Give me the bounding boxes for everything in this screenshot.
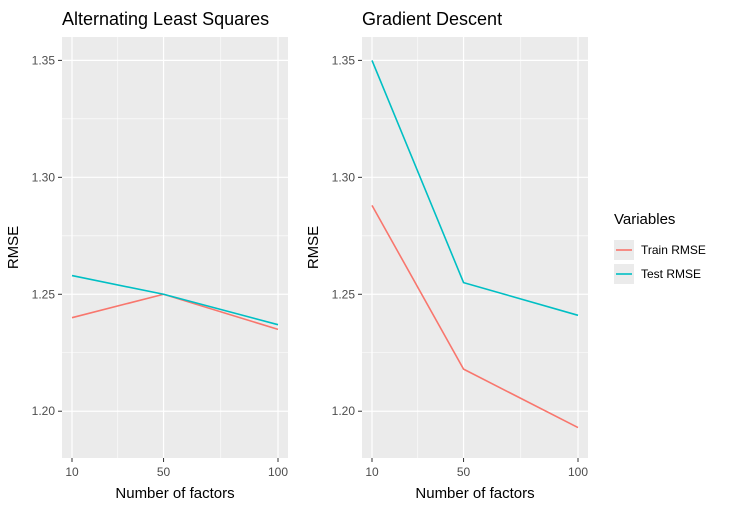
panel-title: Gradient Descent (362, 9, 502, 29)
legend-title: Variables (614, 211, 675, 228)
series-line-train (371, 205, 579, 429)
panel-title: Alternating Least Squares (62, 9, 269, 29)
y-tick-label: 1.30 (32, 170, 56, 184)
y-tick-label: 1.30 (332, 170, 356, 184)
y-tick-label: 1.25 (332, 287, 356, 301)
y-axis-title: RMSE (305, 226, 322, 269)
x-axis-title: Number of factors (415, 485, 534, 502)
x-tick-label: 10 (365, 465, 379, 479)
panel-background (362, 37, 588, 458)
x-tick-label: 100 (568, 465, 588, 479)
y-tick-label: 1.20 (332, 404, 356, 418)
x-axis-title: Number of factors (115, 485, 234, 502)
legend-label: Test RMSE (641, 267, 701, 281)
legend: Variables Train RMSE Test RMSE (614, 211, 706, 284)
series-line-test (371, 60, 579, 317)
x-tick-label: 10 (65, 465, 79, 479)
x-tick-label: 50 (157, 465, 171, 479)
legend-label: Train RMSE (641, 243, 706, 257)
y-tick-label: 1.20 (32, 404, 56, 418)
y-tick-label: 1.35 (332, 53, 356, 67)
series-line-test (71, 274, 279, 326)
panel-als: 1.20 1.25 1.30 1.35 10 50 100 Alternating Least… (5, 9, 288, 502)
x-tick-label: 100 (268, 465, 288, 479)
y-tick-label: 1.35 (32, 53, 56, 67)
panel-background (62, 37, 288, 458)
y-tick-label: 1.25 (32, 287, 56, 301)
y-axis-title: RMSE (5, 226, 22, 269)
panel-gd: 1.20 1.25 1.30 1.35 10 50 100 Gradient Descent N… (305, 9, 588, 502)
x-tick-label: 50 (457, 465, 471, 479)
